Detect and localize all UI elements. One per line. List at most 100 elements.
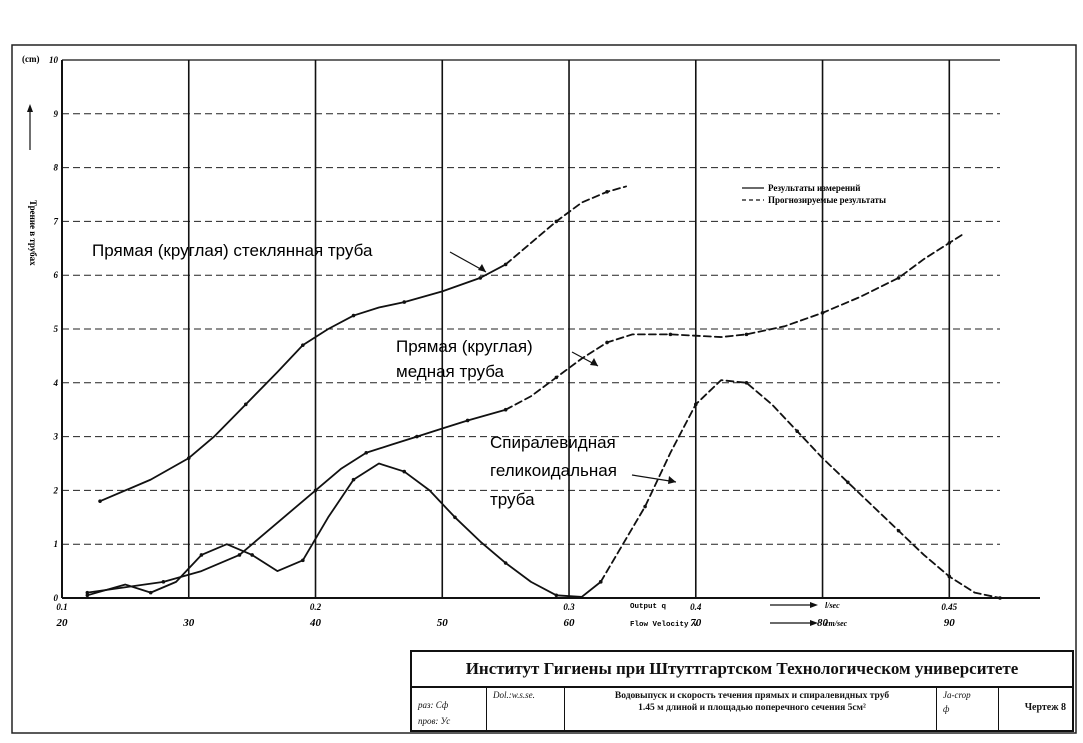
data-point: [503, 262, 508, 267]
data-point: [313, 488, 318, 493]
x-tick-label-top: 0.4: [690, 602, 702, 612]
title-block-cell-description: [565, 686, 937, 730]
annotation-glass-pipe-arrowhead: [478, 264, 486, 272]
data-point: [947, 241, 952, 245]
x-note-output-label: Output q: [630, 603, 666, 611]
annotation-spiral-pipe-arrowhead: [668, 476, 676, 484]
series-2: [85, 379, 1002, 600]
annotation-spiral-pipe: Спиралевидная геликоидальная труба: [490, 433, 677, 509]
data-point: [744, 381, 749, 385]
data-point: [237, 553, 242, 557]
annotation-spiral-pipe-line3: труба: [490, 490, 535, 509]
y-axis-title-arrowhead: [27, 104, 33, 112]
annotation-spiral-pipe-line1: Спиралевидная: [490, 433, 616, 452]
y-tick-label: 3: [53, 432, 59, 442]
data-point: [554, 593, 559, 598]
y-tick-label: 5: [54, 324, 59, 334]
y-unit-label: (cm): [22, 54, 40, 64]
series-line-segment: [86, 462, 602, 598]
data-point: [301, 343, 305, 347]
institute-title: Институт Гигиены при Штуттгартском Техно…: [412, 652, 1072, 688]
title-block: Институт Гигиены при Штуттгартском Техно…: [410, 650, 1074, 732]
series-line-segment: [599, 379, 1001, 599]
annotation-copper-pipe-line2: медная труба: [396, 362, 505, 381]
title-block-cell-2: Dol.:w.s.se.: [487, 686, 565, 730]
data-point: [503, 407, 508, 412]
grid: [62, 59, 1000, 598]
annotation-copper-pipe-arrowhead: [590, 358, 598, 366]
series-line-segment: [86, 408, 507, 594]
data-point: [186, 456, 191, 460]
y-axis-title: Трение в трубах: [28, 200, 38, 266]
cell2-label: Dol.:w.s.se.: [493, 690, 535, 700]
series-line-segment: [99, 263, 507, 503]
x-tick-label-bottom: 40: [309, 617, 322, 629]
x-note-velocity-unit: cm/sec: [825, 619, 848, 628]
data-point: [415, 434, 419, 439]
data-point: [465, 418, 470, 423]
x-tick-label-top: 0.2: [310, 602, 322, 612]
y-tick-label: 1: [54, 539, 59, 549]
data-point: [820, 311, 825, 315]
x-note-output-unit: l/sec: [825, 601, 840, 610]
annotation-spiral-pipe-line2: геликоидальная: [490, 461, 617, 480]
y-tick-label: 7: [54, 216, 59, 226]
x-tick-label-bottom: 60: [564, 617, 576, 629]
data-point: [605, 190, 609, 194]
x-tick-label-bottom: 90: [944, 617, 956, 629]
data-point: [896, 276, 901, 280]
data-point: [896, 528, 901, 533]
data-point: [693, 402, 698, 407]
data-point: [402, 469, 407, 474]
data-point: [453, 515, 457, 520]
x-tick-label-top: 0.3: [563, 602, 575, 612]
x-tick-label-bottom: 70: [690, 617, 702, 629]
checked-label: пров: Ус: [418, 716, 451, 726]
x-tick-label-bottom: 50: [437, 617, 449, 629]
series-0: [98, 185, 627, 503]
drawn-label: раз: Сф: [418, 700, 449, 710]
data-point: [301, 558, 305, 563]
data-point: [478, 276, 483, 280]
data-point: [947, 574, 952, 579]
data-point: [643, 504, 647, 509]
data-point: [554, 219, 559, 224]
y-tick-label: 10: [49, 55, 59, 65]
series-line-segment: [504, 185, 627, 266]
annotation-glass-pipe: Прямая (круглая) стеклянная труба: [92, 241, 487, 273]
x-tick-label-bottom: 80: [817, 617, 829, 629]
data-point: [351, 477, 356, 482]
data-point: [998, 596, 1002, 600]
description-line2: 1.45 м длиной и площадью поперечного сеч…: [638, 703, 866, 713]
x-note-output-arrowhead: [810, 602, 818, 608]
title-block-cell-4: Ja-crop ф: [937, 686, 999, 730]
data-point: [503, 561, 508, 565]
legend-label-predicted: Прогнозируемые результаты: [768, 195, 886, 205]
y-tick-label: 2: [53, 485, 59, 495]
title-block-cell-signatures: раз: Сф пров: Ус: [412, 686, 487, 730]
y-tick-label: 9: [54, 109, 59, 119]
labels: 0 1 2 3 4 5 6 7 8 9 10 0.1 20 30 0.2 40 50 0.3 60 0.4 70 80 0.…: [49, 55, 958, 629]
data-point: [795, 429, 799, 434]
y-tick-label: 0: [54, 593, 59, 603]
x-tick-label-bottom: 20: [56, 617, 69, 629]
data-point: [199, 553, 204, 557]
y-tick-label: 8: [54, 163, 59, 173]
y-tick-label: 4: [53, 378, 59, 388]
sheet-number: Чертеж 8: [1024, 702, 1066, 713]
data-point: [554, 375, 559, 380]
page-border: [11, 44, 1077, 734]
x-tick-label-top: 0.45: [941, 602, 957, 612]
data-point: [846, 480, 850, 485]
data-point: [364, 450, 369, 455]
legend-label-measured: Результаты измерений: [768, 183, 860, 193]
x-tick-label-bottom: 30: [182, 617, 195, 629]
series-layer: [85, 185, 1002, 600]
data-point: [250, 553, 254, 557]
data-point: [85, 590, 90, 595]
annotation-glass-pipe-text: Прямая (круглая) стеклянная труба: [92, 241, 373, 260]
axes: [61, 59, 1040, 599]
annotation-copper-pipe: Прямая (круглая) медная труба: [396, 337, 599, 381]
data-point: [668, 332, 673, 337]
cell4-label: Ja-crop: [943, 690, 971, 700]
